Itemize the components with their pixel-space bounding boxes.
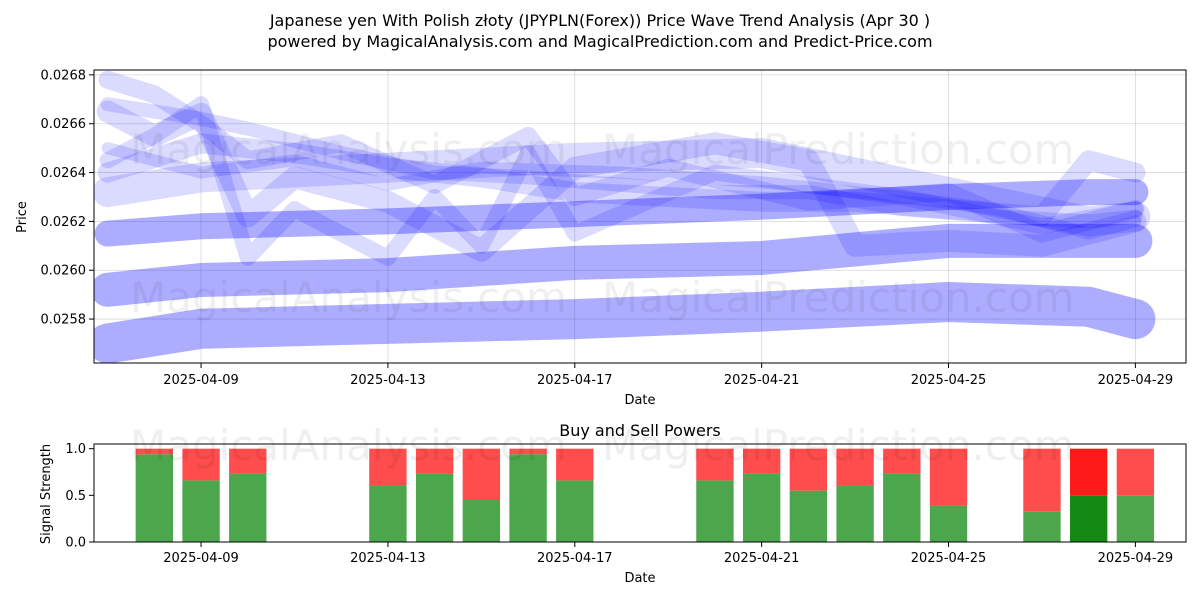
buy-bar [789, 490, 828, 542]
buy-bar [369, 485, 407, 542]
price-x-tick-label: 2025-04-17 [537, 373, 613, 388]
buy-bar [415, 473, 454, 542]
powers-x-axis-label: Date [624, 571, 655, 586]
watermark-prediction-top: MagicalPrediction.com [602, 125, 1075, 174]
buy-bar [135, 454, 174, 542]
price-y-tick-label: 0.0260 [41, 264, 87, 279]
sell-bar [1023, 448, 1061, 512]
price-x-axis-label: Date [624, 393, 655, 408]
sell-bar [462, 448, 501, 500]
buy-bar [509, 454, 547, 542]
sell-bar [789, 448, 828, 491]
powers-y-axis-label: Signal Strength [39, 444, 54, 544]
buy-bar [182, 480, 220, 542]
powers-bars [135, 448, 1155, 542]
price-y-tick-label: 0.0266 [41, 117, 87, 132]
powers-y-tick-label: 0.5 [65, 489, 86, 504]
price-x-tick-label: 2025-04-21 [724, 373, 800, 388]
buy-bar [229, 473, 267, 542]
buy-bar [1069, 495, 1108, 542]
watermark-analysis-top: MagicalAnalysis.com [130, 125, 567, 174]
powers-plot-frame [93, 443, 1187, 543]
watermark-prediction-mid: MagicalPrediction.com [602, 273, 1075, 322]
buy-bar [742, 473, 781, 542]
price-x-tick-label: 2025-04-29 [1098, 373, 1174, 388]
price-y-tick-label: 0.0264 [41, 166, 87, 181]
powers-watermarks: MagicalAnalysis.com MagicalPrediction.co… [130, 421, 1075, 470]
sell-bar [742, 448, 781, 474]
price-wave-10 [101, 142, 1142, 240]
powers-chart-title: Buy and Sell Powers [559, 421, 721, 440]
price-wave-3 [94, 282, 1156, 363]
price-wave-4 [94, 138, 1151, 237]
price-wave-1 [94, 179, 1149, 247]
chart-title-line2: powered by MagicalAnalysis.com and Magic… [267, 32, 932, 51]
watermark-analysis-bottom: MagicalAnalysis.com [130, 421, 567, 470]
price-waves [94, 70, 1156, 363]
price-x-tick-label: 2025-04-25 [911, 373, 987, 388]
buy-bar [462, 500, 501, 542]
buy-bar [883, 473, 921, 542]
sell-bar [929, 448, 968, 506]
sell-bar [369, 448, 407, 486]
price-y-tick-label: 0.0268 [41, 68, 87, 83]
buy-bar [1116, 495, 1155, 542]
buy-bar [929, 505, 968, 542]
chart-title-line1: Japanese yen With Polish złoty (JPYPLN(F… [269, 11, 930, 30]
price-wave-7 [99, 96, 1144, 266]
sell-bar [509, 448, 547, 455]
sell-bar [556, 448, 594, 481]
powers-x-tick-label: 2025-04-13 [350, 551, 426, 566]
buy-bar [1023, 511, 1061, 542]
sell-bar [1116, 448, 1155, 496]
watermark-prediction-bottom: MagicalPrediction.com [602, 421, 1075, 470]
powers-y-tick-label: 1.0 [65, 442, 86, 457]
price-y-tick-label: 0.0262 [41, 215, 87, 230]
sell-bar [135, 448, 174, 455]
powers-y-tick-label: 0.0 [65, 536, 86, 551]
price-wave-2 [94, 223, 1153, 307]
price-wave-8 [97, 133, 1146, 227]
price-wave-6 [98, 70, 1145, 243]
price-grid [94, 70, 1186, 363]
sell-bar [229, 448, 267, 474]
price-wave-5 [96, 100, 1147, 262]
powers-x-tick-label: 2025-04-29 [1098, 551, 1174, 566]
powers-x-tick-label: 2025-04-25 [911, 551, 987, 566]
sell-bar [1069, 448, 1108, 496]
price-watermarks: MagicalAnalysis.com MagicalPrediction.co… [130, 125, 1075, 322]
price-x-tick-label: 2025-04-09 [163, 373, 239, 388]
price-y-tick-label: 0.0258 [41, 313, 87, 328]
sell-bar [696, 448, 734, 481]
buy-bar [696, 480, 734, 542]
price-axes: 2025-04-09 2025-04-13 2025-04-17 2025-04-21… [41, 68, 1174, 388]
price-y-axis-label: Price [15, 201, 30, 233]
price-plot-frame [93, 69, 1187, 364]
sell-bar [182, 448, 220, 481]
price-x-tick-label: 2025-04-13 [350, 373, 426, 388]
watermark-analysis-mid: MagicalAnalysis.com [130, 273, 567, 322]
sell-bar [883, 448, 921, 474]
sell-bar [415, 448, 454, 474]
powers-x-tick-label: 2025-04-21 [724, 551, 800, 566]
powers-axes: 2025-04-09 2025-04-13 2025-04-17 2025-04-21… [65, 442, 1173, 566]
buy-bar [556, 480, 594, 542]
powers-x-tick-label: 2025-04-09 [163, 551, 239, 566]
sell-bar [836, 448, 874, 486]
buy-bar [836, 485, 874, 542]
price-wave-9 [100, 97, 1143, 229]
powers-x-tick-label: 2025-04-17 [537, 551, 613, 566]
